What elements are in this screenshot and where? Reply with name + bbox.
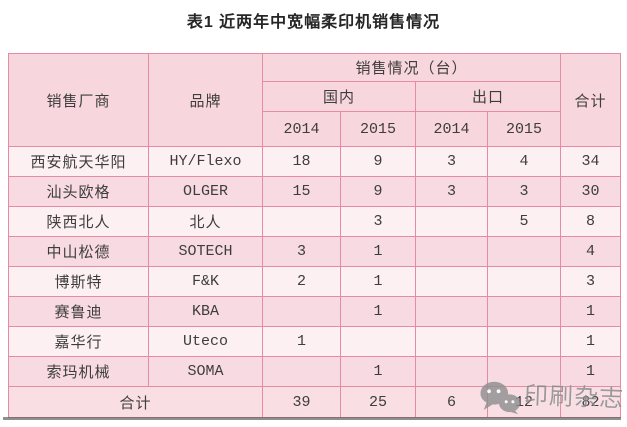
vendor-cell: 博斯特 <box>8 266 149 297</box>
total-cell: 1 <box>560 296 622 327</box>
total-value-cell: 12 <box>486 386 562 418</box>
vendor-cell: 西安航天华阳 <box>8 146 149 177</box>
value-cell: 2 <box>262 266 341 297</box>
value-cell <box>415 266 488 297</box>
table-row: 博斯特 F&K 2 1 3 <box>8 266 622 297</box>
value-cell: 1 <box>340 266 416 297</box>
total-cell: 30 <box>560 176 622 207</box>
value-cell <box>262 296 341 327</box>
value-cell: 4 <box>486 146 562 177</box>
value-cell <box>486 356 562 387</box>
value-cell: 3 <box>415 146 488 177</box>
total-value-cell: 82 <box>560 386 622 418</box>
value-cell <box>486 266 562 297</box>
table-row: 西安航天华阳 HY/Flexo 18 9 3 4 34 <box>8 146 622 177</box>
table-row: 赛鲁迪 KBA 1 1 <box>8 296 622 327</box>
value-cell: 9 <box>340 176 416 207</box>
value-cell <box>415 296 488 327</box>
total-value-cell: 6 <box>415 386 488 418</box>
brand-cell: 北人 <box>148 206 263 237</box>
vendor-cell: 索玛机械 <box>8 356 149 387</box>
value-cell <box>340 326 416 357</box>
value-cell: 3 <box>340 206 416 237</box>
table-row: 嘉华行 Uteco 1 1 <box>8 326 622 357</box>
col-header-year: 2014 <box>415 111 488 147</box>
total-value-cell: 39 <box>262 386 341 418</box>
total-cell: 34 <box>560 146 622 177</box>
total-cell: 8 <box>560 206 622 237</box>
value-cell: 3 <box>262 236 341 267</box>
value-cell <box>415 356 488 387</box>
value-cell <box>415 326 488 357</box>
total-row: 合计 39 25 6 12 82 <box>8 386 622 418</box>
brand-cell: KBA <box>148 296 263 327</box>
brand-cell: OLGER <box>148 176 263 207</box>
header-row-years: 2014 2015 2014 2015 <box>9 111 621 147</box>
total-cell: 1 <box>560 326 622 357</box>
vendor-cell: 汕头欧格 <box>8 176 149 207</box>
vendor-cell: 赛鲁迪 <box>8 296 149 327</box>
table-title: 表1 近两年中宽幅柔印机销售情况 <box>186 14 441 31</box>
header-row-group: 销售厂商 品牌 销售情况（台） 合计 <box>8 53 622 147</box>
vendor-cell: 中山松德 <box>8 236 149 267</box>
value-cell <box>486 326 562 357</box>
col-header-year: 2015 <box>340 111 416 147</box>
total-row-label: 合计 <box>8 386 263 418</box>
value-cell <box>486 296 562 327</box>
value-cell <box>262 206 341 237</box>
brand-cell: F&K <box>148 266 263 297</box>
bottom-rule <box>3 417 621 420</box>
col-header-sales-group: 销售情况（台） <box>261 53 562 82</box>
vendor-cell: 嘉华行 <box>8 326 149 357</box>
col-header-export: 出口 <box>414 81 562 112</box>
value-cell <box>486 236 562 267</box>
total-cell: 3 <box>560 266 622 297</box>
table-row: 陕西北人 北人 3 5 8 <box>8 206 622 237</box>
brand-cell: SOTECH <box>148 236 263 267</box>
col-header-year: 2015 <box>486 111 562 147</box>
value-cell: 15 <box>262 176 341 207</box>
col-header-year: 2014 <box>262 111 341 147</box>
value-cell: 9 <box>340 146 416 177</box>
total-cell: 1 <box>560 356 622 387</box>
value-cell <box>415 206 488 237</box>
value-cell: 1 <box>262 326 341 357</box>
brand-cell: HY/Flexo <box>148 146 263 177</box>
header-row-market: 国内 出口 <box>9 81 621 112</box>
table-row: 索玛机械 SOMA 1 1 <box>8 356 622 387</box>
value-cell: 1 <box>340 236 416 267</box>
value-cell: 1 <box>340 296 416 327</box>
col-header-brand: 品牌 <box>148 53 263 147</box>
value-cell: 1 <box>340 356 416 387</box>
brand-cell: Uteco <box>148 326 263 357</box>
table-row: 中山松德 SOTECH 3 1 4 <box>8 236 622 267</box>
value-cell: 18 <box>262 146 341 177</box>
sales-table: 销售厂商 品牌 销售情况（台） 合计 国内 出口 2014 2015 2014 … <box>8 53 622 418</box>
value-cell <box>262 356 341 387</box>
vendor-cell: 陕西北人 <box>8 206 149 237</box>
value-cell: 3 <box>415 176 488 207</box>
value-cell: 5 <box>486 206 562 237</box>
col-header-total: 合计 <box>560 53 622 147</box>
brand-cell: SOMA <box>148 356 263 387</box>
col-header-vendor: 销售厂商 <box>8 53 149 147</box>
value-cell: 3 <box>486 176 562 207</box>
table-row: 汕头欧格 OLGER 15 9 3 3 30 <box>8 176 622 207</box>
col-header-domestic: 国内 <box>262 81 416 112</box>
value-cell <box>415 236 488 267</box>
total-cell: 4 <box>560 236 622 267</box>
total-value-cell: 25 <box>340 386 416 418</box>
